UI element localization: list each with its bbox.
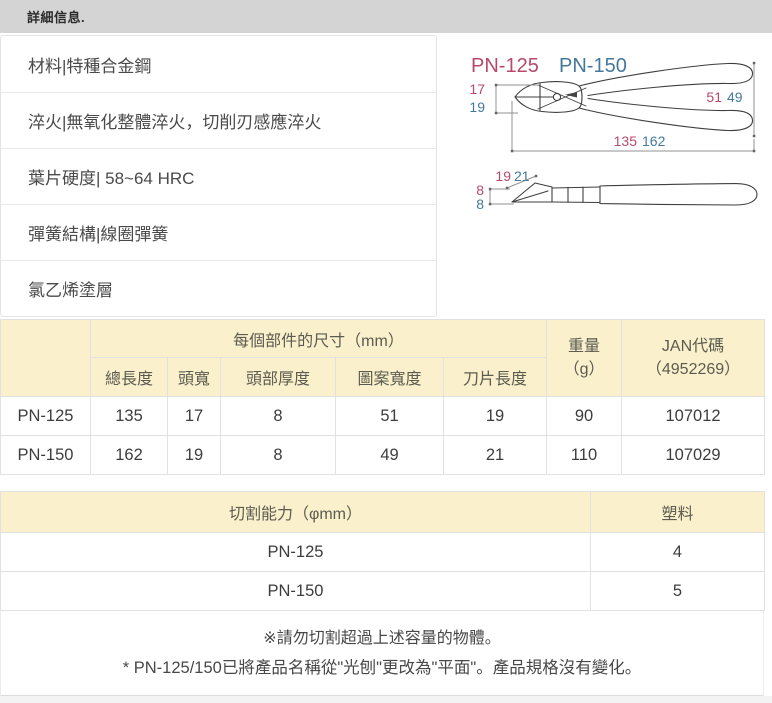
dim-handle-spread-pn125: 51 — [706, 89, 722, 105]
side-view-dimension-lines — [489, 175, 537, 205]
spec-list: 材料|特種合金鋼 淬火|無氧化整體淬火，切削刃感應淬火 葉片硬度| 58~64 … — [0, 35, 437, 317]
cell-pattern-width: 51 — [335, 396, 444, 436]
cell-weight: 90 — [546, 396, 623, 436]
footnote-capacity-warning: ※請勿切割超過上述容量的物體。 — [263, 630, 501, 647]
footnote-rename-notice: * PN-125/150已將產品名稱從"光刨"更改為"平面"。產品規格沒有變化。 — [122, 659, 642, 677]
dim-overall-length-pn150: 162 — [642, 133, 666, 149]
jan-header-line1: JAN代碼 — [661, 337, 725, 355]
model-cell: PN-150 — [0, 571, 591, 611]
cell-head-thickness: 8 — [220, 435, 336, 475]
cell-total-length: 162 — [90, 435, 168, 475]
table-row-pn125: PN-125 135 17 8 51 19 90 107012 — [0, 396, 766, 436]
size-group-header: 每個部件的尺寸（mm） — [89, 319, 548, 358]
subheader-pattern-width: 圖案寬度 — [335, 357, 444, 397]
table-row-pn125: PN-125 4 — [0, 532, 765, 572]
spec-item-material: 材料|特種合金鋼 — [28, 56, 152, 76]
jan-code-header: JAN代碼 （4952269） — [621, 319, 766, 397]
capacity-cell: 4 — [590, 532, 765, 572]
dim-handle-spread-pn150: 49 — [727, 89, 743, 105]
dim-blade-length-pn150: 21 — [514, 168, 530, 184]
dimension-dots — [494, 61, 756, 153]
plastic-header: 塑料 — [590, 491, 765, 533]
spec-item-coating: 氯乙烯塗層 — [1, 260, 436, 316]
subheader-head-width: 頭寬 — [167, 357, 221, 397]
model-cell: PN-125 — [0, 396, 91, 436]
dim-thickness-pn125: 8 — [476, 182, 484, 198]
dim-head-width-pn125: 17 — [469, 81, 485, 97]
detail-section: 材料|特種合金鋼 淬火|無氧化整體淬火，切削刃感應淬火 葉片硬度| 58~64 … — [0, 35, 772, 317]
page-bottom-divider — [0, 696, 772, 703]
cell-jan-code: 107029 — [621, 435, 766, 475]
table-row-pn150: PN-150 162 19 8 49 21 110 107029 — [0, 435, 766, 475]
pliers-side-view — [511, 182, 758, 206]
dim-head-width-pn150: 19 — [469, 99, 485, 115]
weight-header-line1: 重量 — [568, 337, 601, 355]
spec-item-spring: 彈簧結構|線圈彈簧 — [1, 204, 436, 260]
table-row-pn150: PN-150 5 — [0, 571, 765, 611]
subheader-blade-length: 刀片長度 — [442, 357, 548, 397]
top-view-dimension-lines — [495, 63, 755, 152]
model-cell: PN-150 — [0, 435, 91, 475]
cell-total-length: 135 — [90, 396, 168, 436]
model-cell: PN-125 — [0, 532, 591, 572]
spec-item-hardness: 葉片硬度| 58~64 HRC — [1, 148, 436, 204]
dim-blade-length-pn125: 19 — [495, 168, 511, 184]
product-diagram: PN-125 PN-150 — [437, 35, 772, 317]
cell-head-width: 17 — [167, 396, 221, 436]
dim-thickness-pn150: 8 — [476, 196, 484, 212]
cell-blade-length: 19 — [442, 396, 548, 436]
subheader-total-length: 總長度 — [90, 357, 168, 397]
page-title: 詳細信息. — [27, 10, 86, 25]
cell-blade-length: 21 — [442, 435, 548, 475]
cell-pattern-width: 49 — [335, 435, 444, 475]
jan-header-line2: （4952269） — [645, 361, 741, 378]
cutting-capacity-header: 切割能力（φmm） — [0, 491, 591, 533]
weight-header: 重量 （g） — [546, 319, 623, 397]
cell-head-width: 19 — [167, 435, 221, 475]
page-header: 詳細信息. — [0, 0, 772, 33]
subheader-head-thickness: 頭部厚度 — [220, 357, 336, 397]
weight-header-line2: （g） — [563, 361, 605, 378]
cell-weight: 110 — [546, 435, 623, 475]
spec-item-quenching: 淬火|無氧化整體淬火，切削刃感應淬火 — [1, 92, 436, 148]
pliers-diagram-icon: PN-125 PN-150 — [469, 55, 758, 212]
capacity-cell: 5 — [590, 571, 765, 611]
dim-overall-length-pn125: 135 — [614, 133, 638, 149]
pliers-top-view — [514, 62, 754, 132]
diagram-label-pn125: PN-125 — [471, 55, 539, 77]
cell-head-thickness: 8 — [220, 396, 336, 436]
cell-jan-code: 107012 — [621, 396, 766, 436]
footnotes: ※請勿切割超過上述容量的物體。 * PN-125/150已將產品名稱從"光刨"更… — [0, 611, 764, 696]
model-column-header — [0, 319, 91, 397]
cutting-capacity-table: 切割能力（φmm） 塑料 PN-125 4 PN-150 5 — [0, 491, 765, 611]
side-dimension-dots — [488, 174, 538, 206]
dimensions-table: 每個部件的尺寸（mm） 重量 （g） JAN代碼 （4952269） 總長度 頭… — [0, 319, 766, 475]
diagram-label-pn150: PN-150 — [559, 55, 627, 77]
